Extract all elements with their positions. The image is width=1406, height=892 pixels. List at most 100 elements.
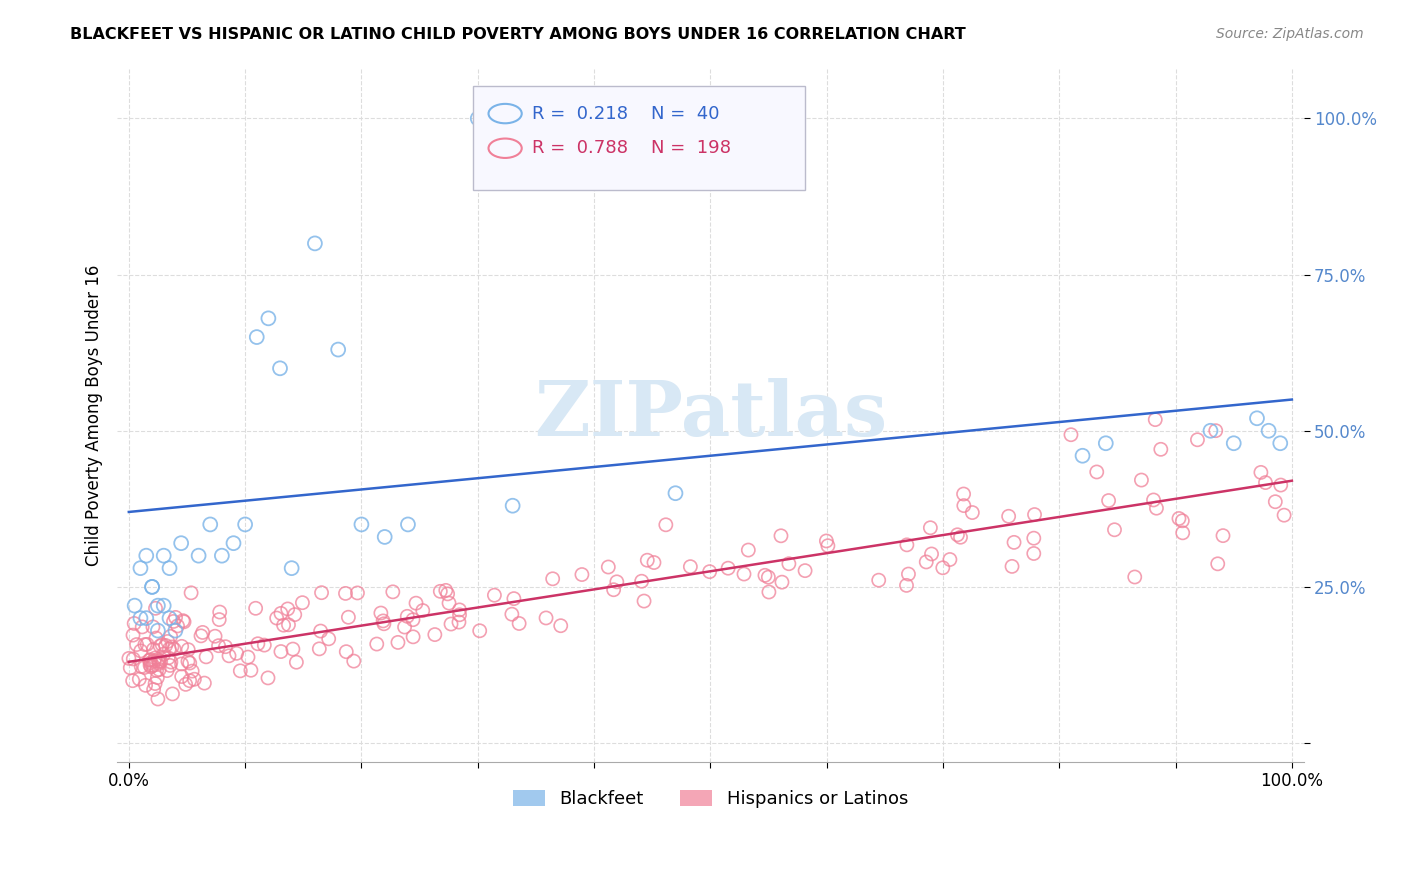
- Point: [405, 596, 427, 610]
- Point: [1212, 528, 1234, 542]
- Point: [1254, 475, 1277, 490]
- Point: [1146, 501, 1168, 516]
- Point: [239, 663, 262, 677]
- Point: [193, 676, 215, 690]
- Point: [449, 607, 471, 622]
- Point: [1001, 559, 1024, 574]
- Point: [381, 585, 404, 599]
- Point: [273, 618, 295, 632]
- Point: [159, 629, 181, 643]
- Point: [253, 638, 276, 652]
- Point: [1024, 508, 1046, 522]
- Point: [1222, 436, 1244, 450]
- Point: [374, 530, 396, 544]
- Point: [246, 637, 269, 651]
- Point: [1142, 492, 1164, 507]
- Text: BLACKFEET VS HISPANIC OR LATINO CHILD POVERTY AMONG BOYS UNDER 16 CORRELATION CH: BLACKFEET VS HISPANIC OR LATINO CHILD PO…: [70, 27, 966, 42]
- Point: [643, 556, 665, 570]
- Point: [1022, 547, 1045, 561]
- Point: [630, 574, 652, 589]
- Point: [270, 607, 292, 621]
- Point: [1270, 436, 1292, 450]
- Point: [502, 499, 524, 513]
- Point: [541, 572, 564, 586]
- Point: [1206, 557, 1229, 571]
- Point: [939, 552, 962, 566]
- Point: [291, 596, 314, 610]
- Point: [118, 651, 141, 665]
- Point: [949, 530, 972, 544]
- Point: [179, 656, 201, 670]
- Point: [148, 654, 170, 668]
- Point: [257, 671, 280, 685]
- Point: [214, 640, 236, 654]
- Text: R =  0.788    N =  198: R = 0.788 N = 198: [533, 139, 731, 157]
- Point: [162, 687, 184, 701]
- Point: [139, 656, 162, 670]
- Point: [1257, 424, 1279, 438]
- Point: [160, 640, 183, 654]
- Point: [160, 655, 183, 669]
- Point: [120, 661, 142, 675]
- Point: [534, 611, 557, 625]
- Point: [138, 653, 160, 667]
- Point: [207, 639, 229, 653]
- Point: [277, 602, 299, 616]
- Point: [387, 635, 409, 649]
- Point: [181, 664, 204, 678]
- Point: [183, 672, 205, 686]
- Point: [122, 616, 145, 631]
- FancyBboxPatch shape: [472, 86, 806, 190]
- Point: [159, 611, 181, 625]
- Point: [946, 528, 969, 542]
- Point: [770, 575, 793, 590]
- Point: [756, 570, 779, 584]
- Point: [134, 638, 156, 652]
- Point: [165, 624, 187, 638]
- Point: [396, 517, 419, 532]
- Point: [664, 486, 686, 500]
- Point: [1144, 412, 1167, 426]
- Point: [817, 539, 839, 553]
- Point: [141, 580, 163, 594]
- Point: [204, 629, 226, 643]
- Point: [257, 311, 280, 326]
- Point: [1171, 514, 1194, 528]
- Point: [962, 506, 984, 520]
- Point: [1060, 427, 1083, 442]
- Point: [163, 642, 186, 657]
- Point: [896, 578, 918, 592]
- Point: [146, 599, 169, 613]
- Point: [124, 599, 146, 613]
- Point: [148, 657, 170, 671]
- Point: [997, 509, 1019, 524]
- Point: [145, 631, 167, 645]
- Point: [143, 651, 166, 665]
- Point: [733, 567, 755, 582]
- Point: [129, 644, 152, 658]
- Point: [136, 637, 159, 651]
- Point: [335, 586, 357, 600]
- Point: [211, 549, 233, 563]
- Point: [208, 605, 231, 619]
- Point: [177, 642, 200, 657]
- Point: [897, 567, 920, 582]
- Point: [143, 676, 166, 690]
- Point: [1270, 478, 1292, 492]
- Point: [311, 585, 333, 599]
- Point: [122, 652, 145, 666]
- Point: [270, 644, 292, 658]
- Point: [146, 624, 169, 638]
- Point: [1264, 494, 1286, 508]
- Point: [501, 607, 523, 622]
- Point: [174, 677, 197, 691]
- Point: [794, 564, 817, 578]
- Point: [142, 620, 165, 634]
- Point: [1104, 523, 1126, 537]
- Point: [1123, 570, 1146, 584]
- Point: [606, 574, 628, 589]
- Point: [166, 619, 188, 633]
- Point: [1022, 531, 1045, 545]
- Point: [920, 521, 942, 535]
- Y-axis label: Child Poverty Among Boys Under 16: Child Poverty Among Boys Under 16: [86, 264, 103, 566]
